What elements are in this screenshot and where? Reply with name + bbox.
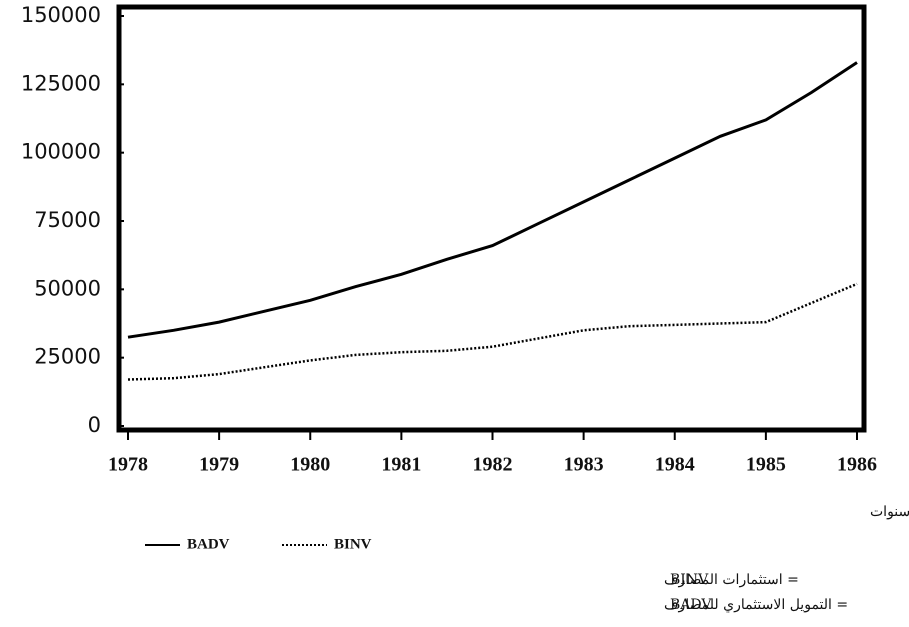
legend-label: BINV [334,536,372,552]
note-text: = استثمارات المصارف [664,572,799,588]
y-tick-label: 75000 [34,208,101,232]
x-axis-label: سنوات [870,504,909,520]
x-tick-label: 1986 [837,454,877,476]
note-code: BINV [670,572,709,588]
x-tick-label: 1981 [381,454,421,476]
y-tick-label: 50000 [34,276,101,300]
y-tick-label: 0 [88,413,101,437]
y-tick-label: 25000 [34,345,101,369]
note-text: = التمويل الاستثماري للمصارف [664,597,848,613]
x-tick-label: 1982 [473,454,513,476]
x-tick-label: 1979 [199,454,239,476]
series-line [127,282,858,381]
plot-frame [116,4,867,433]
x-tick-label: 1980 [290,454,330,476]
series-line [127,61,858,339]
x-tick-label: 1985 [746,454,786,476]
x-tick-label: 1978 [108,454,148,476]
note-code: BADV [670,597,712,613]
x-tick-label: 1984 [655,454,695,476]
y-tick-label: 125000 [21,71,101,95]
y-tick-label: 100000 [21,140,101,164]
x-tick-label: 1983 [564,454,604,476]
y-tick-label: 150000 [21,3,101,27]
legend-label: BADV [187,536,230,552]
